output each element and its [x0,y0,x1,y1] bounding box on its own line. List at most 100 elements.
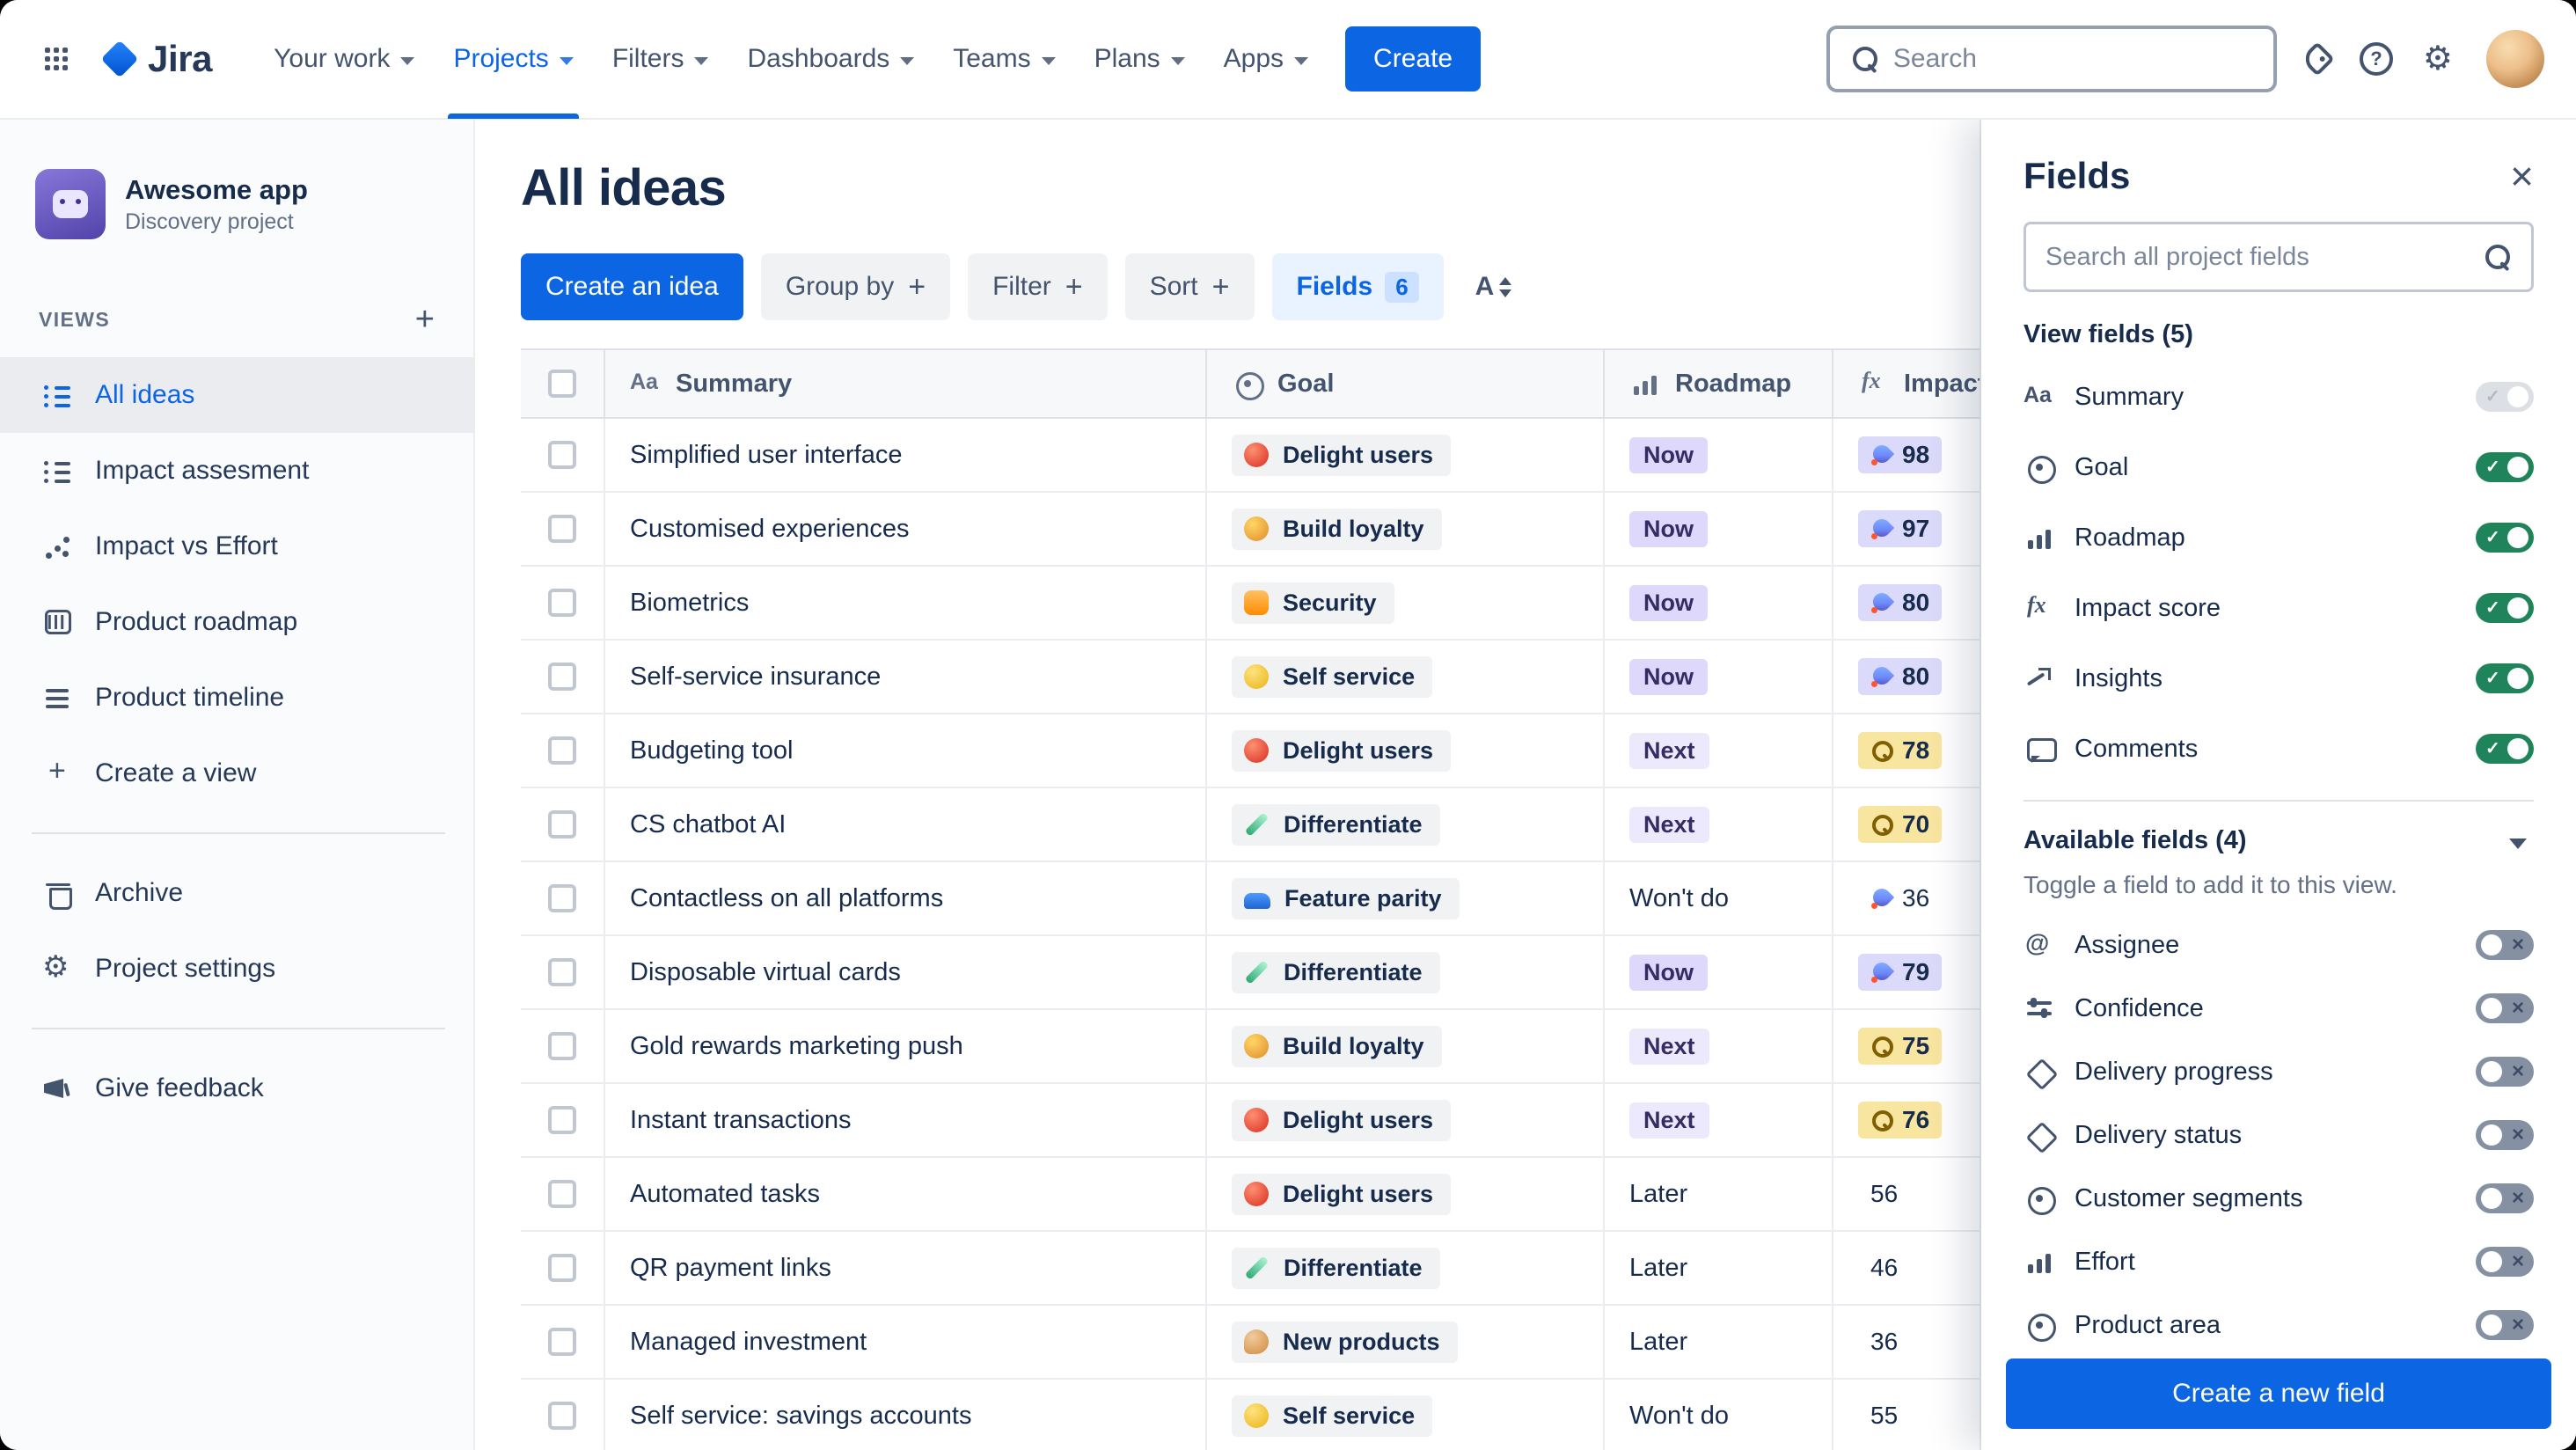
goal-chip[interactable]: Security [1232,582,1394,624]
sidebar-tool-item[interactable]: Project settings [0,931,473,1007]
create-field-button[interactable]: Create a new field [2006,1358,2551,1429]
select-all-checkbox[interactable] [548,370,576,398]
idea-row[interactable]: Gold rewards marketing push Build loyalt… [521,1010,2214,1084]
search-input[interactable] [1892,44,2252,74]
sidebar-view-item[interactable]: All ideas [0,357,473,433]
column-header-summary[interactable]: Summary [676,369,793,398]
row-checkbox[interactable] [548,589,576,617]
fields-search[interactable] [2023,222,2534,292]
goal-chip[interactable]: Delight users [1232,729,1452,772]
idea-row[interactable]: Budgeting tool Delight users Next [521,714,2214,788]
idea-row[interactable]: Biometrics Security Now [521,567,2214,641]
row-checkbox[interactable] [548,1032,576,1060]
fields-search-input[interactable] [2045,242,2470,272]
sort-button[interactable]: Sort [1124,253,1255,320]
field-toggle[interactable] [2476,1057,2534,1087]
roadmap-badge[interactable]: Now [1629,584,1708,621]
roadmap-badge[interactable]: Now [1629,954,1708,991]
goal-chip[interactable]: Differentiate [1232,1247,1440,1289]
row-checkbox[interactable] [548,736,576,765]
group-by-button[interactable]: Group by [760,253,951,320]
help-button[interactable] [2359,42,2393,76]
row-checkbox[interactable] [548,884,576,912]
nav-item[interactable]: Your work [254,0,434,119]
row-checkbox[interactable] [548,958,576,986]
chevron-down-icon[interactable] [2509,838,2527,849]
field-toggle[interactable] [2476,1310,2534,1340]
roadmap-badge[interactable]: Next [1629,732,1709,769]
idea-row[interactable]: Customised experiences Build loyalty Now [521,493,2214,567]
row-checkbox[interactable] [548,810,576,839]
roadmap-badge[interactable]: Later [1629,1253,1688,1282]
idea-row[interactable]: CS chatbot AI Differentiate Next [521,788,2214,862]
field-toggle[interactable] [2476,593,2534,623]
field-toggle[interactable] [2476,1183,2534,1213]
field-toggle[interactable] [2476,382,2534,412]
roadmap-badge[interactable]: Next [1629,1102,1709,1139]
roadmap-badge[interactable]: Now [1629,510,1708,547]
idea-row[interactable]: Simplified user interface Delight users … [521,419,2214,493]
row-checkbox[interactable] [548,1254,576,1282]
app-switcher-button[interactable] [28,31,84,87]
goal-chip[interactable]: Delight users [1232,1099,1452,1141]
roadmap-badge[interactable]: Later [1629,1327,1688,1356]
column-header-roadmap[interactable]: Roadmap [1675,369,1792,398]
order-fields-button[interactable]: A [1461,253,1526,320]
create-idea-button[interactable]: Create an idea [521,253,743,320]
roadmap-badge[interactable]: Next [1629,806,1709,843]
goal-chip[interactable]: Build loyalty [1232,508,1442,550]
goal-chip[interactable]: Delight users [1232,1173,1452,1215]
idea-row[interactable]: Self service: savings accounts Self serv… [521,1380,2214,1450]
project-header[interactable]: Awesome app Discovery project [28,169,445,239]
roadmap-badge[interactable]: Later [1629,1179,1688,1208]
settings-button[interactable] [2423,42,2453,76]
jira-logo[interactable]: Jira [100,38,213,80]
field-toggle[interactable] [2476,663,2534,693]
idea-row[interactable]: Disposable virtual cards Differentiate N… [521,936,2214,1010]
field-toggle[interactable] [2476,452,2534,482]
sidebar-view-item[interactable]: Create a view [0,736,473,811]
roadmap-badge[interactable]: Won't do [1629,883,1730,912]
global-search[interactable] [1826,26,2277,92]
fields-button[interactable]: Fields 6 [1271,253,1444,320]
row-checkbox[interactable] [548,1402,576,1430]
goal-chip[interactable]: Self service [1232,1395,1433,1437]
nav-item[interactable]: Filters [593,0,728,119]
goal-chip[interactable]: Feature parity [1232,877,1460,919]
row-checkbox[interactable] [548,1106,576,1134]
goal-chip[interactable]: Differentiate [1232,803,1440,846]
goal-chip[interactable]: Delight users [1232,434,1452,476]
goal-chip[interactable]: Self service [1232,655,1433,698]
row-checkbox[interactable] [548,1180,576,1208]
column-header-goal[interactable]: Goal [1277,369,1335,398]
goal-chip[interactable]: Differentiate [1232,951,1440,993]
close-icon[interactable] [2510,156,2534,196]
row-checkbox[interactable] [548,1328,576,1356]
field-toggle[interactable] [2476,1120,2534,1150]
roadmap-badge[interactable]: Next [1629,1028,1709,1065]
idea-row[interactable]: Instant transactions Delight users Next [521,1084,2214,1158]
nav-item[interactable]: Apps [1204,0,1328,119]
nav-item[interactable]: Teams [933,0,1074,119]
idea-row[interactable]: Automated tasks Delight users Later [521,1158,2214,1232]
goal-chip[interactable]: New products [1232,1321,1458,1363]
user-avatar[interactable] [2486,30,2544,88]
nav-item[interactable]: Projects [434,0,592,119]
notifications-tag-button[interactable] [2300,41,2335,77]
sidebar-view-item[interactable]: Impact assesment [0,433,473,509]
roadmap-badge[interactable]: Now [1629,436,1708,473]
idea-row[interactable]: Contactless on all platforms Feature par… [521,862,2214,936]
sidebar-tool-item[interactable]: Archive [0,855,473,931]
field-toggle[interactable] [2476,930,2534,960]
row-checkbox[interactable] [548,515,576,543]
nav-item[interactable]: Dashboards [728,0,933,119]
available-fields-header[interactable]: Available fields (4) [2023,819,2534,868]
row-checkbox[interactable] [548,441,576,469]
idea-row[interactable]: Self-service insurance Self service Now [521,641,2214,714]
field-toggle[interactable] [2476,993,2534,1023]
nav-item[interactable]: Plans [1075,0,1204,119]
row-checkbox[interactable] [548,663,576,691]
create-button[interactable]: Create [1345,26,1482,92]
field-toggle[interactable] [2476,523,2534,553]
filter-button[interactable]: Filter [968,253,1108,320]
